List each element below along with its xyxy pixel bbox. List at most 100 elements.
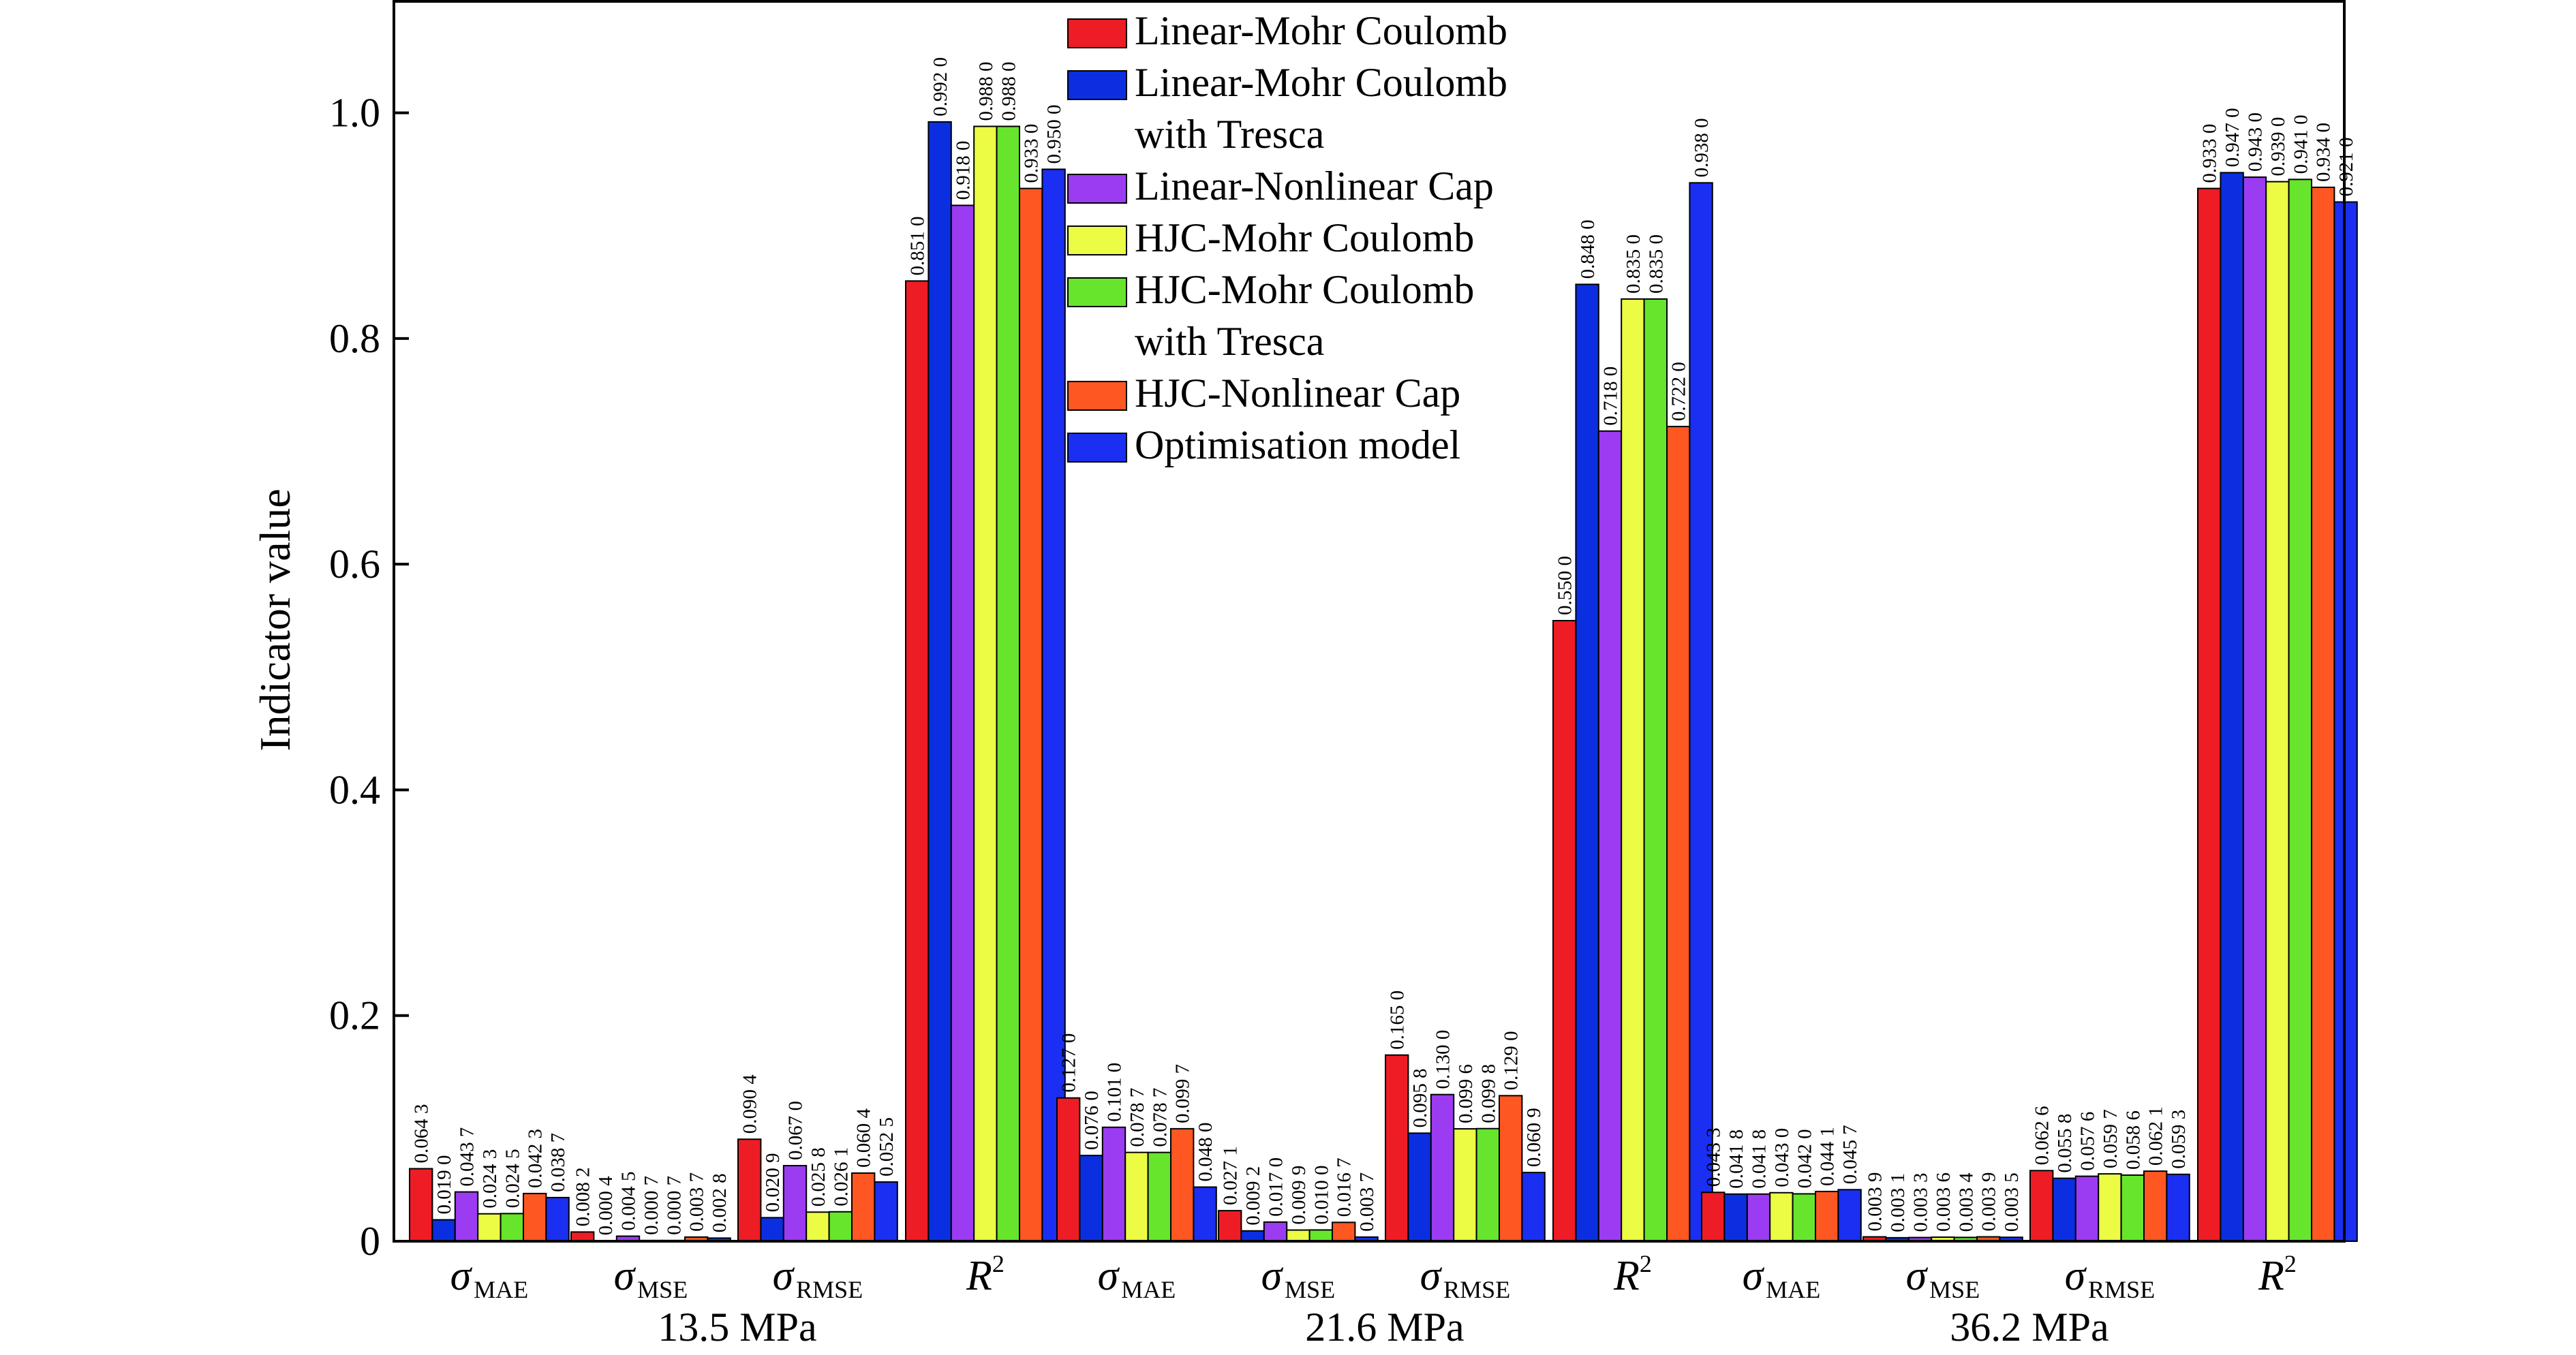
bar [927, 121, 952, 1242]
bar [523, 1192, 547, 1242]
bar [828, 1211, 853, 1243]
bar-value-label: 0.008 2 [572, 1167, 594, 1226]
legend-swatch [1067, 174, 1127, 204]
bar-value-label: 0.026 1 [830, 1147, 852, 1206]
bar-value-label: 0.943 0 [2245, 112, 2267, 172]
bar [1407, 1132, 1432, 1242]
bar [1263, 1221, 1288, 1242]
bar [806, 1211, 830, 1243]
bar-value-label: 0.078 7 [1149, 1088, 1171, 1147]
bar-value-label: 0.130 0 [1432, 1030, 1454, 1089]
bar [2197, 187, 2222, 1243]
bar-value-label: 0.025 8 [808, 1147, 829, 1206]
legend-label: with Tresca [1135, 112, 1324, 157]
bar-value-label: 0.000 7 [663, 1176, 685, 1235]
bar [1475, 1127, 1501, 1243]
bar [1056, 1097, 1081, 1243]
legend-label: HJC-Mohr Coulomb [1135, 267, 1474, 312]
x-category-subscript: MAE [1766, 1276, 1820, 1303]
data-labels-layer: 0.064 30.019 0 0.043 7 0.024 3 0.024 5 0.042… [411, 57, 2357, 1235]
y-tick-label: 0.6 [329, 542, 380, 587]
bar-value-label: 0.127 0 [1058, 1033, 1080, 1093]
legend-swatch [1067, 70, 1127, 100]
bar-value-label: 0.045 7 [1839, 1125, 1861, 1184]
bar-value-label: 0.099 8 [1477, 1064, 1499, 1123]
bar-value-label: 0.004 5 [618, 1172, 640, 1231]
bar-value-label: 0.848 0 [1577, 219, 1599, 279]
bar [737, 1138, 762, 1243]
bar [1286, 1229, 1310, 1243]
y-tick-label: 0.4 [329, 767, 380, 812]
x-category-subscript: RMSE [1443, 1276, 1510, 1303]
bar [1019, 187, 1043, 1243]
bar [1453, 1128, 1477, 1242]
bar-value-label: 0.062 1 [2145, 1106, 2167, 1166]
bar-value-label: 0.017 0 [1266, 1157, 1287, 1217]
bar-value-label: 0.003 4 [1955, 1172, 1977, 1232]
bar-value-label: 0.000 7 [641, 1176, 662, 1235]
x-category-subscript: MSE [1285, 1276, 1335, 1303]
bar-value-label: 0.043 0 [1771, 1128, 1793, 1187]
bar-value-label: 0.101 0 [1104, 1063, 1126, 1122]
bar-value-label: 0.003 3 [1910, 1173, 1932, 1232]
legend-swatch [1067, 225, 1127, 255]
bar-value-label: 0.055 8 [2054, 1114, 2076, 1173]
bar [1385, 1054, 1409, 1242]
bar-value-label: 0.010 0 [1310, 1165, 1332, 1224]
bar [1666, 426, 1691, 1242]
bar [1218, 1210, 1242, 1243]
bar-value-label: 0.939 0 [2267, 117, 2289, 176]
bar [1643, 298, 1668, 1242]
bar [1723, 1193, 1748, 1243]
bar [1769, 1192, 1794, 1242]
bar [2120, 1174, 2145, 1243]
bar-value-label: 0.024 5 [502, 1149, 523, 1208]
bar [1193, 1186, 1217, 1242]
x-category-label: σ MAE [1098, 1253, 1176, 1303]
x-category-main: σ [1743, 1253, 1765, 1299]
legend-label: HJC-Mohr Coulomb [1135, 215, 1474, 260]
x-category-label: R2 [966, 1250, 1005, 1299]
legend-swatch [1067, 277, 1127, 307]
legend-swatch [1067, 381, 1127, 411]
legend-swatch [1067, 18, 1127, 48]
bar [1521, 1172, 1546, 1242]
bar-value-label: 0.090 4 [739, 1074, 761, 1134]
bar [2143, 1170, 2168, 1242]
bar [454, 1191, 479, 1243]
bar [2098, 1173, 2122, 1243]
bar [1332, 1221, 1356, 1243]
x-category-label: σ MSE [1261, 1253, 1336, 1303]
x-category-subscript: MAE [1121, 1276, 1176, 1303]
legend-label: Optimisation model [1135, 422, 1460, 467]
bar-value-label: 0.550 0 [1554, 556, 1576, 615]
bar-value-label: 0.835 0 [1623, 234, 1644, 294]
bar [1041, 168, 1066, 1242]
legend-label: with Tresca [1135, 319, 1324, 364]
x-category-label: σ RMSE [1420, 1253, 1511, 1303]
x-category-main: R [2258, 1253, 2284, 1299]
bar [1240, 1230, 1265, 1243]
bar [1308, 1229, 1333, 1243]
bar [2220, 172, 2244, 1243]
bar [1792, 1193, 1817, 1243]
x-category-subscript: RMSE [2088, 1276, 2155, 1303]
bar [1746, 1193, 1771, 1243]
y-tick-label: 0 [360, 1219, 380, 1264]
bar-value-label: 0.062 6 [2031, 1106, 2053, 1165]
x-category-main: σ [1420, 1253, 1443, 1299]
bar [545, 1196, 570, 1242]
y-axis-title: Indicator value [251, 488, 299, 751]
bar-value-label: 0.003 9 [1978, 1172, 2000, 1232]
bar-value-label: 0.003 7 [686, 1172, 708, 1232]
bar [1430, 1093, 1455, 1242]
x-group-label: 13.5 MPa [658, 1305, 816, 1350]
bar-value-label: 0.044 1 [1817, 1127, 1839, 1186]
x-category-main: σ [614, 1253, 637, 1299]
bar-value-label: 0.003 6 [1933, 1172, 1954, 1232]
bar [477, 1213, 502, 1243]
bar [1575, 283, 1599, 1242]
bar-value-label: 0.003 9 [1865, 1172, 1886, 1232]
